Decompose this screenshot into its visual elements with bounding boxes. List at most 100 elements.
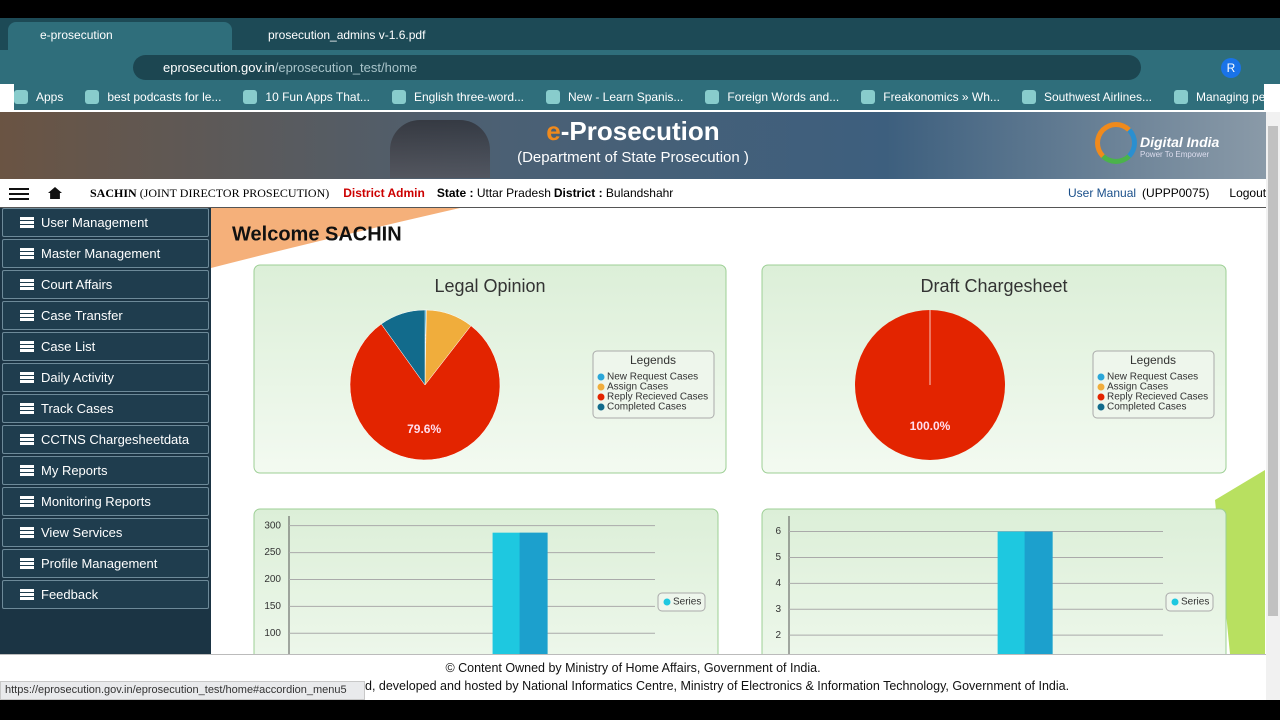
y-tick-label: 4	[775, 578, 781, 589]
state-label: State :	[436, 186, 474, 200]
menu-item[interactable]: CCTNS Chargesheetdata	[2, 425, 209, 454]
bookmark-label: Foreign Words and...	[727, 90, 840, 104]
state: Uttar Pradesh	[476, 186, 551, 200]
legend-box	[592, 350, 715, 419]
legend-swatch	[597, 383, 605, 391]
bookmark-label: English three-word...	[413, 90, 524, 104]
bookmark[interactable]: Foreign Words and...	[705, 90, 839, 104]
bookmark-icon	[546, 90, 560, 104]
bookmark-icon	[14, 90, 28, 104]
district: Bulandshahr	[605, 186, 674, 200]
menu-item[interactable]: Profile Management	[2, 549, 209, 578]
admin-label: District Admin	[343, 186, 425, 200]
menu-item[interactable]: User Management	[2, 208, 209, 237]
pie-slice	[380, 309, 426, 386]
y-tick-label: 100	[264, 628, 281, 639]
menu-item[interactable]: Monitoring Reports	[2, 487, 209, 516]
bookmark[interactable]: New - Learn Spanis...	[546, 90, 683, 104]
bookmark-icon	[391, 90, 406, 104]
user-manual[interactable]: User Manual	[1068, 186, 1137, 200]
legend-box	[1092, 350, 1215, 419]
menu-item[interactable]: My Reports	[2, 456, 209, 485]
title-e: e	[546, 116, 561, 146]
menu-item[interactable]: Feedback	[2, 580, 209, 609]
legend-swatch	[1097, 403, 1105, 411]
user-role: (JOINT DIRECTOR PROSECUTION)	[139, 186, 330, 200]
menu-icon	[20, 589, 34, 592]
logout[interactable]: Logout	[1229, 186, 1267, 200]
bookmark[interactable]: English three-word...	[391, 90, 524, 104]
menu-item[interactable]: Master Management	[2, 239, 209, 268]
footer-line: © Content Owned by Ministry of Home Affa…	[445, 661, 821, 675]
legend-swatch	[1171, 598, 1179, 606]
menu-icon	[20, 217, 34, 220]
banner-photo	[390, 120, 490, 178]
tab[interactable]: e-prosecution	[8, 22, 232, 50]
menu-item[interactable]: View Services	[2, 518, 209, 547]
y-tick-label: 6	[775, 526, 781, 537]
screen-bezel	[0, 700, 1280, 720]
legend-swatch	[1097, 373, 1105, 381]
y-tick-label: 3	[775, 604, 781, 615]
profile-avatar[interactable]: R	[1221, 58, 1241, 78]
menu-item[interactable]: Court Affairs	[2, 270, 209, 299]
y-tick-label: 250	[264, 547, 281, 558]
bookmark[interactable]: Freakonomics » Wh...	[861, 90, 1000, 104]
menu-icon	[20, 434, 34, 437]
menu-label: CCTNS Chargesheetdata	[41, 432, 190, 447]
bookmark-icon	[1021, 90, 1036, 104]
menu-label: Case List	[41, 339, 96, 354]
menu-label: My Reports	[41, 463, 108, 478]
logo-mark	[1095, 122, 1137, 164]
district-label: District :	[553, 186, 603, 200]
url-path: /eprosecution_test/home	[274, 60, 418, 75]
logo-tagline: Power To Empower	[1140, 150, 1210, 159]
menu-icon	[20, 372, 34, 375]
bookmark[interactable]: Southwest Airlines...	[1021, 90, 1152, 104]
menu-item[interactable]: Daily Activity	[2, 363, 209, 392]
bookmark[interactable]: best podcasts for le...	[85, 90, 221, 104]
y-tick-label: 300	[264, 520, 281, 531]
y-tick-label: 150	[264, 601, 281, 612]
bookmark[interactable]: Managing people -...	[1174, 90, 1280, 104]
menu-icon	[20, 496, 34, 499]
legend-label: Assign Cases	[607, 382, 668, 393]
menu-label: Daily Activity	[41, 370, 114, 385]
data-label: 79.6%	[407, 422, 441, 436]
bookmark-label: Southwest Airlines...	[1043, 90, 1152, 104]
menu-item[interactable]: Track Cases	[2, 394, 209, 423]
menu-icon	[20, 310, 34, 313]
banner: e-Prosecution (Department of State Prose…	[0, 112, 1266, 179]
y-tick-label: 200	[264, 574, 281, 585]
legend-swatch	[597, 403, 605, 411]
bookmark-label: Apps	[36, 90, 64, 104]
scroll-thumb[interactable]	[1268, 126, 1278, 616]
address-bar[interactable]: eprosecution.gov.in/eprosecution_test/ho…	[133, 55, 1141, 80]
bookmark-icon	[243, 90, 258, 104]
menu-item[interactable]: Case Transfer	[2, 301, 209, 330]
site-subtitle: (Department of State Prosecution )	[517, 149, 749, 166]
bookmark-icon	[705, 90, 720, 104]
bookmark-label: 10 Fun Apps That...	[265, 90, 370, 104]
legend-title: Legends	[1130, 353, 1176, 367]
tab[interactable]: prosecution_admins v-1.6.pdf	[268, 28, 426, 42]
menu-label: User Management	[41, 215, 148, 230]
bookmark-icon	[85, 90, 100, 104]
bookmark[interactable]: 10 Fun Apps That...	[243, 90, 370, 104]
hamburger[interactable]	[9, 188, 29, 190]
legend-box	[1165, 592, 1214, 612]
menu-icon	[20, 279, 34, 282]
footer-line: d, developed and hosted by National Info…	[365, 679, 1070, 693]
menu-item[interactable]: Case List	[2, 332, 209, 361]
home-icon[interactable]	[48, 187, 62, 199]
legend-swatch	[663, 598, 671, 606]
chart-title: Legal Opinion	[434, 276, 545, 296]
top-bar: SACHIN (JOINT DIRECTOR PROSECUTION) Distri…	[0, 179, 1266, 208]
legend-label: Completed Cases	[1107, 402, 1186, 413]
sidebar: User Management Master Management Court Af…	[0, 208, 211, 654]
pie-slice	[349, 323, 501, 461]
legend-label: New Request Cases	[607, 372, 698, 383]
bookmark[interactable]: Apps	[14, 90, 63, 104]
